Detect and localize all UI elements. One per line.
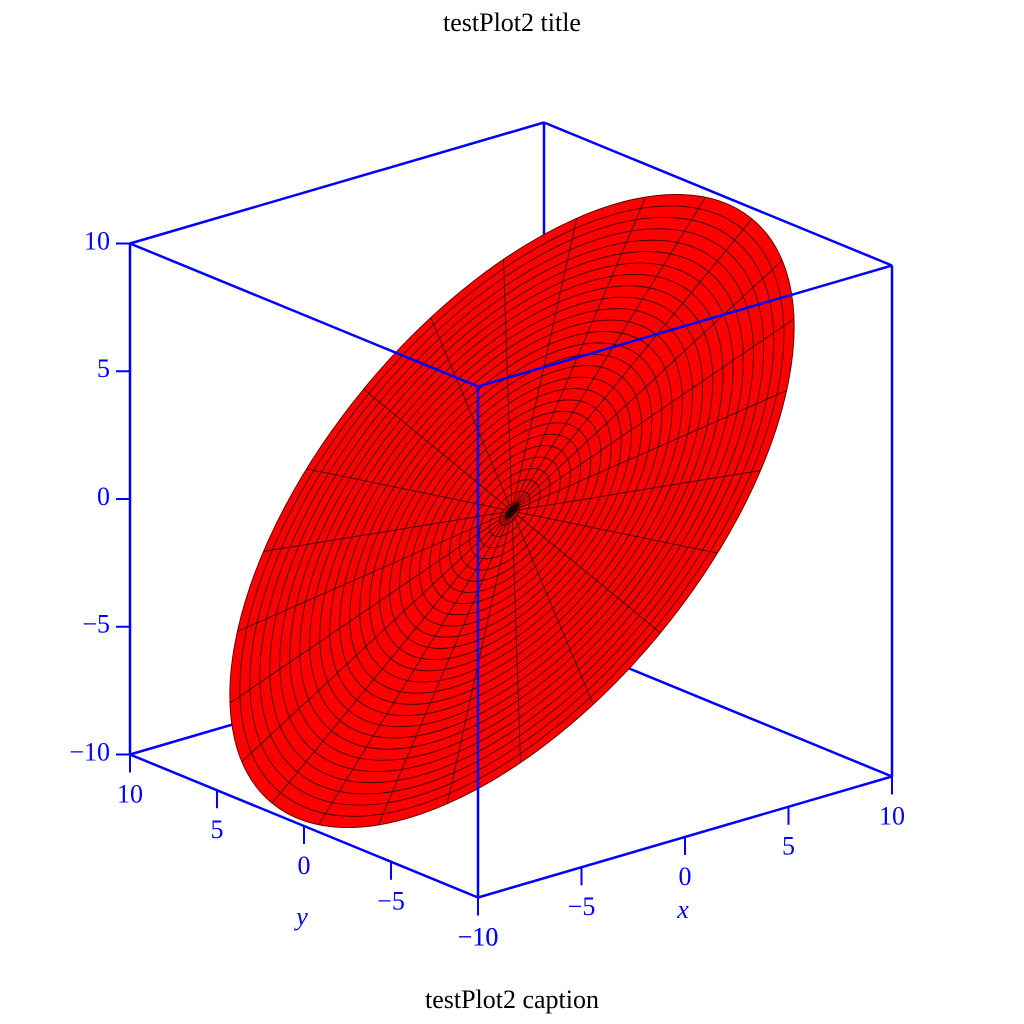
box-edge bbox=[129, 121, 545, 245]
surface-radial bbox=[511, 510, 718, 554]
surface-radial bbox=[430, 317, 513, 512]
z-tick-label: 10 bbox=[84, 226, 110, 255]
x-tick-label: 5 bbox=[782, 832, 795, 861]
surface-radial bbox=[446, 510, 513, 804]
surface-center bbox=[505, 503, 519, 519]
surface-radial bbox=[363, 388, 513, 512]
z-tick-label: −10 bbox=[69, 737, 110, 766]
surface-radial bbox=[241, 510, 513, 762]
z-tick-label: 5 bbox=[97, 354, 110, 383]
surface-radial bbox=[511, 510, 521, 763]
box-edge bbox=[543, 121, 893, 267]
surface-radial bbox=[511, 197, 706, 512]
surface-radial bbox=[511, 510, 661, 634]
box-edge bbox=[129, 242, 479, 388]
y-tick-label: 5 bbox=[211, 815, 224, 844]
surface-radial bbox=[511, 218, 578, 512]
surface-radial bbox=[511, 318, 795, 512]
z-tick-label: 0 bbox=[97, 482, 110, 511]
y-tick-label: 0 bbox=[298, 851, 311, 880]
surface-radial bbox=[263, 510, 513, 552]
surface-radial bbox=[511, 260, 783, 512]
x-axis-label: x bbox=[676, 895, 689, 924]
box-edge bbox=[477, 264, 893, 388]
surface-radial bbox=[511, 390, 787, 512]
x-tick-label: −5 bbox=[568, 892, 596, 921]
chart-title: testPlot2 title bbox=[443, 8, 581, 37]
surface-radial bbox=[229, 510, 513, 704]
surface-radial bbox=[318, 510, 513, 825]
surface bbox=[229, 194, 795, 828]
chart-caption: testPlot2 caption bbox=[425, 985, 599, 1014]
x-tick-label: 10 bbox=[879, 801, 905, 830]
y-axis-label: y bbox=[293, 902, 308, 931]
surface-radial bbox=[511, 196, 647, 512]
surface-radial bbox=[271, 510, 513, 804]
surface-radial bbox=[237, 510, 513, 632]
surface-radial bbox=[377, 510, 513, 826]
surface-radial bbox=[511, 470, 761, 512]
surface-radial bbox=[503, 259, 513, 512]
z-tick-label: −5 bbox=[82, 610, 110, 639]
surface-radial bbox=[511, 510, 594, 705]
y-tick-label: −5 bbox=[377, 887, 405, 916]
x-tick-label: 0 bbox=[679, 862, 692, 891]
y-tick-label: 10 bbox=[117, 779, 143, 808]
x-tick-label: −10 bbox=[458, 922, 499, 951]
y-tick-label: −10 bbox=[458, 922, 499, 951]
surface-radial bbox=[511, 218, 753, 512]
